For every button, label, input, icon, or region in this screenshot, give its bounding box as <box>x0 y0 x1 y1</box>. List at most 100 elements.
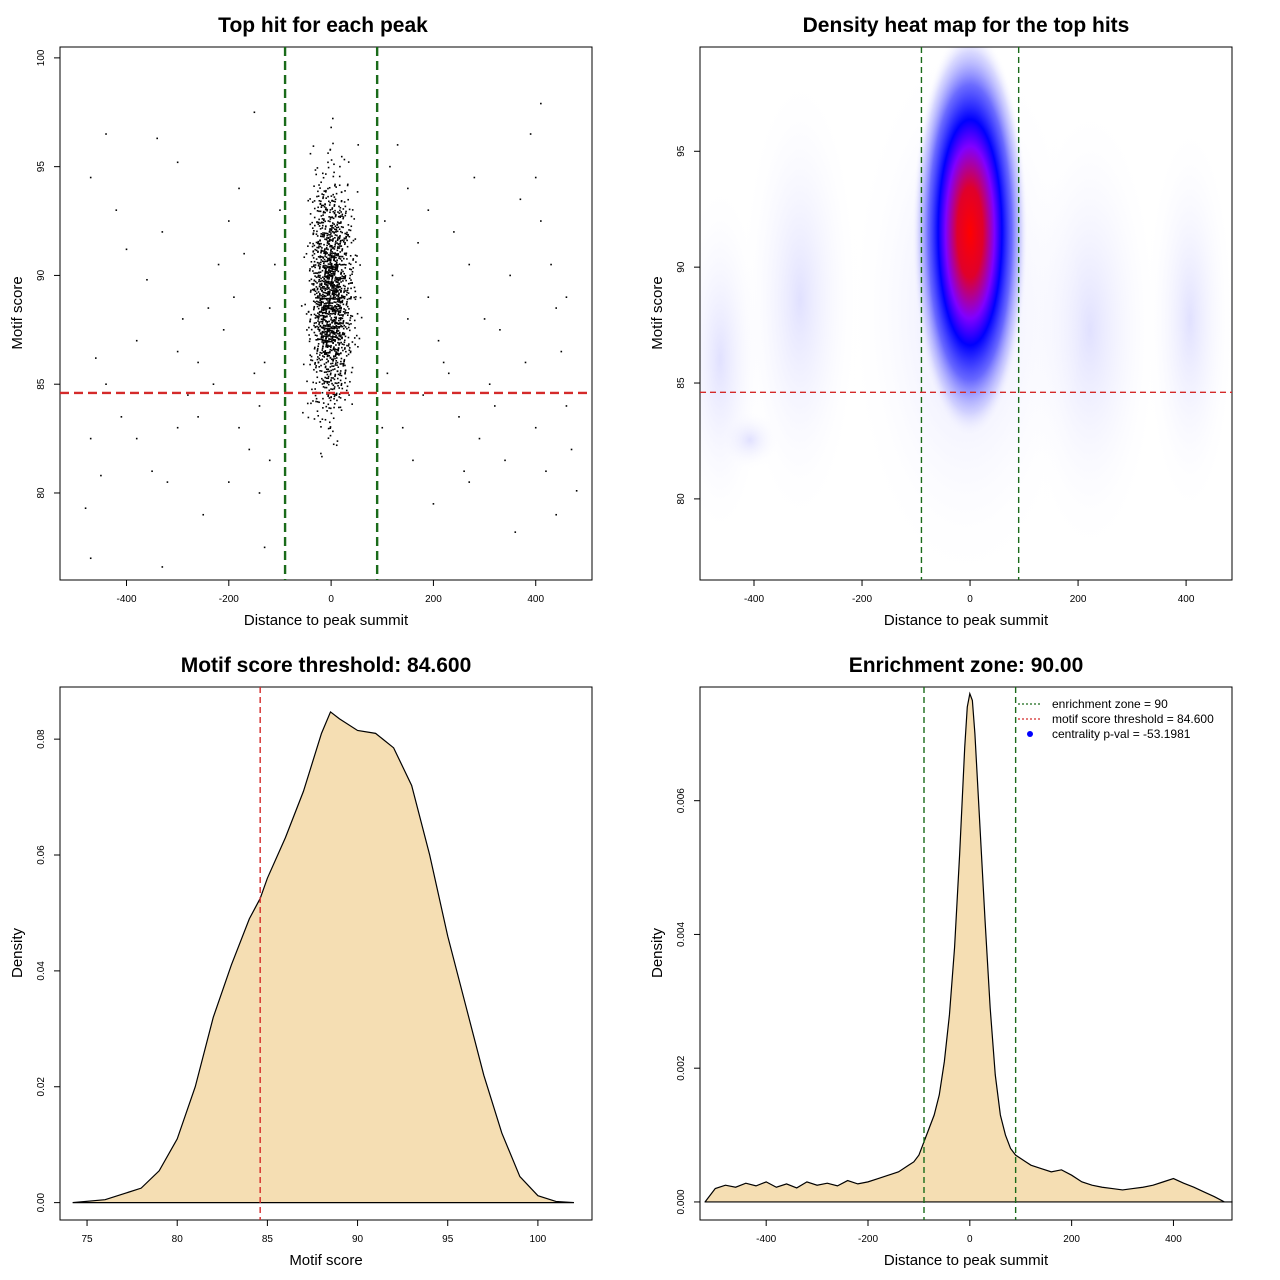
scatter-point <box>347 353 350 356</box>
scatter-point <box>332 246 334 249</box>
scatter-point <box>313 185 315 187</box>
scatter-point <box>332 368 334 371</box>
scatter-point <box>324 211 326 214</box>
scatter-point <box>325 248 328 250</box>
scatter-point <box>341 294 343 297</box>
scatter-point <box>324 269 327 272</box>
scatter-point <box>323 286 326 288</box>
heatmap-area <box>700 47 1232 580</box>
scatter-point <box>345 210 347 213</box>
scatter-point <box>344 243 346 246</box>
scatter-point <box>306 329 308 331</box>
scatter-point <box>329 234 332 236</box>
scatter-point <box>338 247 341 249</box>
scatter-point <box>407 318 409 320</box>
scatter-point <box>316 209 319 212</box>
scatter-point <box>309 242 311 244</box>
scatter-point <box>317 301 320 303</box>
scatter-point <box>313 322 316 324</box>
scatter-point <box>315 258 318 260</box>
scatter-point <box>318 313 321 316</box>
scatter-point <box>320 326 323 329</box>
scatter-point <box>326 355 329 357</box>
scatter-point <box>319 266 321 268</box>
scatter-point <box>320 287 322 289</box>
scatter-point <box>342 226 344 229</box>
scatter-point <box>336 269 338 272</box>
scatter-point <box>316 350 319 352</box>
scatter-point <box>327 271 330 274</box>
x-tick-label: 0 <box>967 594 973 605</box>
scatter-point <box>334 306 336 308</box>
scatter-point <box>330 308 333 311</box>
scatter-point <box>322 210 325 213</box>
scatter-point <box>354 343 356 346</box>
scatter-point <box>343 341 346 344</box>
scatter-point <box>317 223 320 225</box>
scatter-point <box>334 340 336 343</box>
scatter-point <box>274 263 276 266</box>
scatter-point <box>338 283 340 286</box>
scatter-point <box>304 303 306 306</box>
scatter-point <box>339 301 342 304</box>
scatter-point <box>307 416 310 419</box>
scatter-point <box>349 254 352 257</box>
scatter-point <box>343 290 346 292</box>
scatter-point <box>468 263 471 266</box>
scatter-point <box>350 371 353 374</box>
reference-lines <box>700 47 1232 580</box>
scatter-point <box>348 349 351 352</box>
scatter-point <box>337 322 340 325</box>
scatter-point <box>342 365 345 367</box>
scatter-point <box>329 426 332 428</box>
scatter-point <box>343 339 346 342</box>
scatter-point <box>329 209 332 211</box>
scatter-point <box>324 376 327 379</box>
scatter-point <box>327 274 329 277</box>
scatter-point <box>343 272 346 275</box>
scatter-point <box>314 293 316 296</box>
scatter-point <box>331 240 334 242</box>
scatter-point <box>319 314 322 317</box>
scatter-point <box>311 227 314 229</box>
scatter-point <box>338 245 341 247</box>
scatter-point <box>309 268 311 270</box>
scatter-point <box>338 387 341 389</box>
scatter-point <box>335 265 337 267</box>
scatter-point <box>322 306 325 309</box>
scatter-point <box>335 186 337 188</box>
scatter-point <box>336 268 338 270</box>
scatter-point <box>311 266 313 268</box>
scatter-point <box>332 288 335 290</box>
scatter-point <box>313 244 316 247</box>
scatter-point <box>343 263 346 266</box>
x-axis: -400 -200 0 200 400 <box>744 580 1195 605</box>
scatter-point <box>352 258 355 260</box>
scatter-point <box>334 228 336 231</box>
scatter-point <box>337 297 339 299</box>
scatter-point <box>337 384 339 387</box>
scatter-point <box>317 312 319 314</box>
scatter-point <box>352 259 354 261</box>
scatter-point <box>340 341 342 344</box>
scatter-point <box>344 232 346 235</box>
scatter-point <box>328 291 331 294</box>
scatter-point <box>340 314 343 316</box>
scatter-point <box>317 221 320 224</box>
scatter-point <box>326 285 329 287</box>
scatter-point <box>335 348 338 351</box>
scatter-point <box>340 325 342 328</box>
scatter-point <box>328 354 331 357</box>
scatter-point <box>349 268 351 270</box>
scatter-point <box>347 326 350 329</box>
scatter-point <box>325 343 328 345</box>
scatter-point <box>325 207 327 209</box>
scatter-point <box>339 335 342 338</box>
scatter-point <box>311 388 313 391</box>
scatter-point <box>228 481 230 483</box>
scatter-point <box>338 354 340 356</box>
scatter-point <box>341 248 344 250</box>
scatter-point <box>330 281 333 284</box>
scatter-point <box>248 448 251 451</box>
scatter-point <box>319 297 322 300</box>
